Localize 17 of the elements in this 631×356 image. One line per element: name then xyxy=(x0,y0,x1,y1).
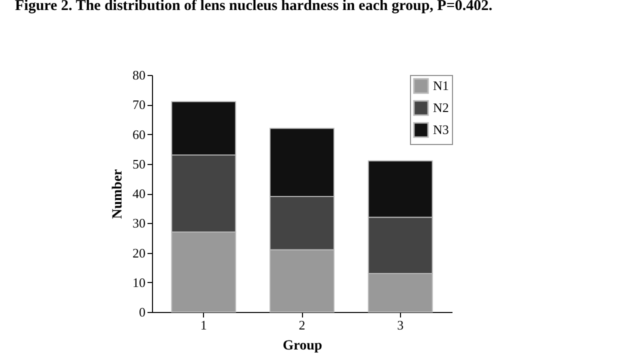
x-tick-label: 2 xyxy=(298,318,306,332)
y-tick-label: 20 xyxy=(132,245,146,260)
y-tick-label: 40 xyxy=(132,186,146,201)
x-tick-label: 1 xyxy=(200,318,207,332)
legend-label: N1 xyxy=(433,78,449,93)
legend-label: N3 xyxy=(433,122,449,137)
y-tick-label: 50 xyxy=(132,156,146,172)
y-tick-label: 80 xyxy=(132,68,146,82)
y-tick-label: 60 xyxy=(132,126,146,142)
y-tick-label: 10 xyxy=(132,274,146,290)
y-tick-label: 70 xyxy=(132,97,146,112)
x-tick-label: 3 xyxy=(397,318,404,332)
y-axis-title: Number xyxy=(110,169,126,219)
y-tick-label: 0 xyxy=(139,304,146,320)
y-tick-label: 30 xyxy=(132,216,146,231)
legend-label: N2 xyxy=(433,100,449,115)
x-axis-title: Group xyxy=(282,338,322,354)
